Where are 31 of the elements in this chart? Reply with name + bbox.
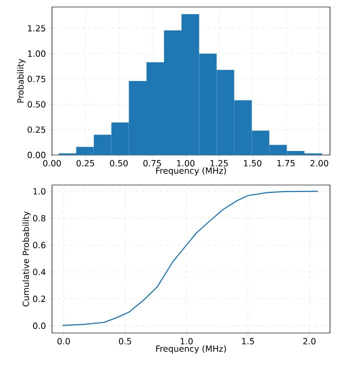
y-tick-label: 1.00: [28, 50, 46, 57]
x-tick-label: 0.50: [110, 160, 128, 166]
y-tick-label: 0.0: [33, 322, 46, 329]
y-axis-title: Cumulative Probability: [22, 211, 31, 306]
y-tick-label: 0.50: [28, 101, 46, 108]
y-tick-label: 0.8: [33, 215, 46, 222]
y-tick-label: 0.25: [28, 126, 46, 133]
x-tick-label: 1.25: [210, 160, 228, 166]
y-tick-label: 0.00: [28, 152, 46, 158]
x-tick-label: 1.00: [177, 160, 195, 166]
x-tick-label: 2.0: [303, 338, 316, 344]
x-tick-label: 0.5: [118, 338, 132, 344]
y-tick-label: 1.0: [33, 188, 46, 195]
y-axis-title: Probability: [17, 58, 26, 103]
y-tick-label: 0.4: [33, 268, 46, 276]
x-tick-label: 2.00: [310, 160, 328, 166]
x-tick-label: 0.0: [58, 338, 70, 344]
x-tick-label: 1.0: [180, 338, 193, 344]
x-tick-label: 1.5: [242, 338, 254, 344]
y-tick-label: 0.2: [33, 296, 46, 302]
y-tick-label: 0.75: [28, 76, 46, 82]
x-axis-title: Frequency (MHz): [156, 345, 226, 354]
line-series: [62, 190, 319, 326]
y-tick-label: 0.6: [33, 242, 46, 248]
x-tick-label: 1.75: [277, 160, 295, 166]
x-tick-label: 0.25: [76, 160, 94, 166]
x-axis-title: Frequency (MHz): [156, 167, 226, 176]
x-tick-label: 0.00: [43, 160, 61, 166]
x-tick-label: 0.75: [143, 160, 161, 166]
x-tick-label: 1.50: [244, 160, 262, 166]
y-tick-label: 1.25: [28, 25, 46, 32]
